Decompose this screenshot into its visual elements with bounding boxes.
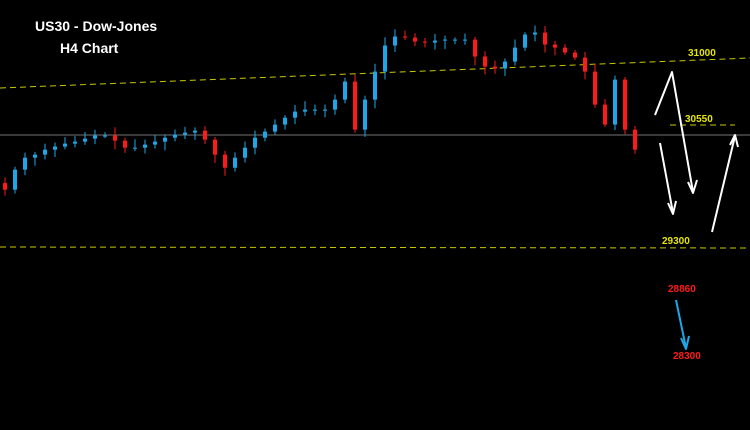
candle-body (313, 109, 317, 111)
candle-body (13, 169, 17, 190)
candle-body (583, 57, 587, 72)
candle-body (343, 81, 347, 100)
candle-body (213, 139, 217, 155)
candle-body (623, 79, 627, 130)
candle-body (513, 47, 517, 62)
candle-body (173, 134, 177, 138)
candle-body (293, 111, 297, 118)
candle-body (43, 149, 47, 155)
arrow-down (659, 142, 674, 214)
candle-body (603, 104, 607, 125)
candle-body (423, 41, 427, 43)
candle-body (523, 34, 527, 48)
candle-body (333, 99, 337, 110)
candle-body (593, 71, 597, 105)
candle-body (633, 129, 637, 150)
candle-body (543, 32, 547, 45)
candle-body (363, 99, 367, 130)
chart-subtitle: H4 Chart (60, 40, 119, 56)
candle-body (503, 61, 507, 69)
candle-body (463, 39, 467, 41)
candle-body (113, 135, 117, 141)
candle-body (303, 109, 307, 112)
candle-body (483, 56, 487, 67)
candle-body (473, 39, 477, 57)
level-label-30550: 30550 (685, 114, 713, 125)
candle-body (353, 81, 357, 130)
chart-title: US30 - Dow-Jones (35, 18, 158, 34)
candle-body (493, 66, 497, 69)
candle-body (263, 131, 267, 138)
candle-body (163, 137, 167, 142)
candle-body (433, 40, 437, 43)
target-arrow (675, 299, 687, 349)
candle-body (223, 154, 227, 168)
candle-body (63, 143, 67, 147)
arrow-up-down (654, 71, 694, 193)
candle-body (443, 39, 447, 41)
level-label-28860: 28860 (668, 284, 696, 295)
level-line-29300 (0, 246, 750, 249)
candle-body (33, 154, 37, 158)
candle-body (183, 132, 187, 135)
arrowhead (687, 179, 698, 194)
candle-body (553, 44, 557, 48)
candle-body (453, 39, 457, 41)
arrowhead (680, 335, 690, 350)
candle-body (3, 183, 7, 190)
candle-body (533, 32, 537, 35)
candle-body (233, 157, 237, 168)
candle-body (193, 130, 197, 133)
candle-body (373, 71, 377, 100)
candle-body (83, 138, 87, 142)
candle-body (203, 130, 207, 140)
level-label-29300: 29300 (662, 236, 690, 247)
arrowhead (729, 134, 739, 148)
candle-body (53, 146, 57, 150)
candle-body (153, 141, 157, 145)
candle-body (273, 124, 277, 132)
candle-body (123, 140, 127, 148)
candle-body (393, 36, 397, 46)
candle-body (133, 147, 137, 149)
level-label-31000: 31000 (688, 48, 716, 59)
candle-body (93, 135, 97, 139)
candle-body (573, 52, 577, 58)
candle-body (403, 36, 407, 38)
arrowhead (667, 200, 677, 215)
candle-body (143, 144, 147, 148)
candle-body (323, 109, 327, 111)
candle-body (253, 137, 257, 148)
candle-body (23, 157, 27, 170)
candle-body (413, 37, 417, 42)
candle-body (243, 147, 247, 158)
candle-body (73, 141, 77, 144)
candle-body (283, 117, 287, 125)
candle-body (563, 47, 567, 53)
level-label-28300: 28300 (673, 351, 701, 362)
candle-body (383, 45, 387, 72)
arrow-up (711, 135, 736, 233)
candle-body (103, 135, 107, 137)
candle-body (613, 79, 617, 125)
